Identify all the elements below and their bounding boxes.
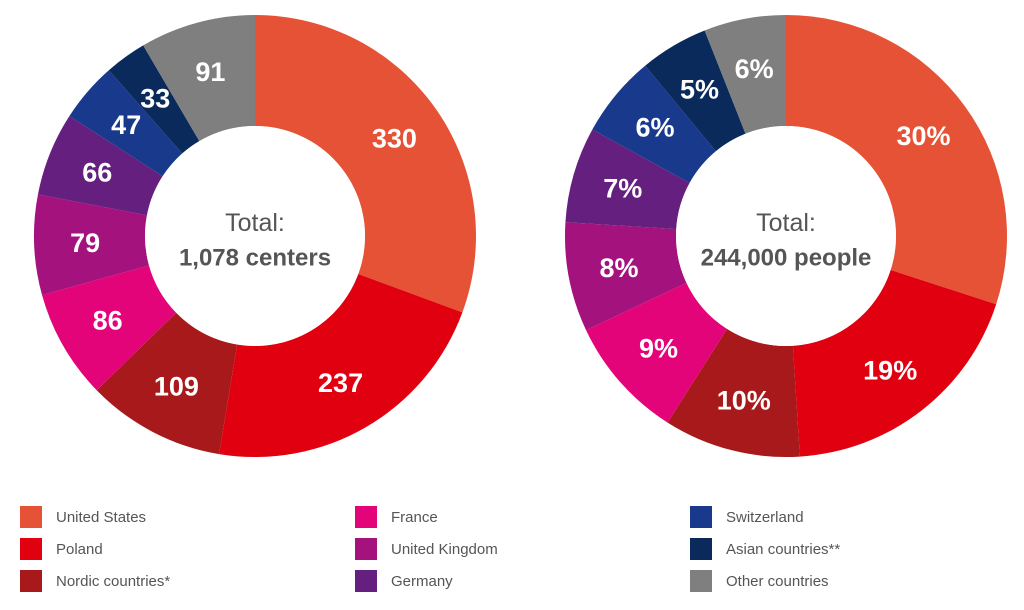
donut-center-hole xyxy=(676,126,896,346)
legend-item-nordic-countries: Nordic countries* xyxy=(20,569,170,593)
slice-value-label-germany: 7% xyxy=(603,174,642,204)
legend-label-germany: Germany xyxy=(391,572,453,590)
legend-item-germany: Germany xyxy=(355,569,453,593)
legend-swatch-france xyxy=(355,506,377,528)
legend-swatch-poland xyxy=(20,538,42,560)
center-total-title: Total: xyxy=(225,209,285,237)
donut-slice-switzerland xyxy=(69,70,183,177)
center-total-value: 244,000 people xyxy=(701,245,872,272)
center-total-title: Total: xyxy=(756,209,816,237)
donut-slice-other-countries xyxy=(704,15,786,134)
legend-swatch-switzerland xyxy=(690,506,712,528)
legend-item-switzerland: Switzerland xyxy=(690,505,804,529)
slice-value-label-united-states: 30% xyxy=(897,121,951,151)
slice-value-label-asian-countries: 5% xyxy=(680,75,719,105)
center-total-value: 1,078 centers xyxy=(179,245,331,272)
slice-value-label-switzerland: 47 xyxy=(111,110,141,140)
slice-value-label-asian-countries: 33 xyxy=(140,83,170,113)
slice-value-label-other-countries: 6% xyxy=(735,54,774,84)
legend-label-other-countries: Other countries xyxy=(726,572,829,590)
donut-slice-other-countries xyxy=(143,15,255,142)
legend-swatch-united-kingdom xyxy=(355,538,377,560)
donut-slice-united-kingdom xyxy=(33,194,150,296)
slice-value-label-united-states: 330 xyxy=(372,124,417,154)
legend-swatch-asian-countries xyxy=(690,538,712,560)
donut-slice-united-states xyxy=(786,15,1007,305)
legend-swatch-united-states xyxy=(20,506,42,528)
legend-label-switzerland: Switzerland xyxy=(726,508,804,526)
legend-item-poland: Poland xyxy=(20,537,103,561)
slice-value-label-united-kingdom: 79 xyxy=(70,228,100,258)
donut-slice-nordic-countries xyxy=(667,328,800,457)
slice-value-label-france: 9% xyxy=(639,333,678,363)
legend-item-france: France xyxy=(355,505,438,529)
donut-slice-poland xyxy=(219,273,463,457)
legend-swatch-nordic-countries xyxy=(20,570,42,592)
slice-value-label-germany: 66 xyxy=(82,158,112,188)
legend-label-poland: Poland xyxy=(56,540,103,558)
legend-label-united-kingdom: United Kingdom xyxy=(391,540,498,558)
legend-label-nordic-countries: Nordic countries* xyxy=(56,572,171,590)
donut-center-hole xyxy=(145,126,365,346)
legend-item-asian-countries: Asian countries** xyxy=(690,537,840,561)
legend-label-france: France xyxy=(391,508,438,526)
donut-slice-united-kingdom xyxy=(565,222,687,331)
slice-value-label-france: 86 xyxy=(93,306,123,336)
legend-label-united-states: United States xyxy=(56,508,147,526)
donut-slice-united-states xyxy=(255,15,477,313)
slice-value-label-poland: 237 xyxy=(318,368,363,398)
legend-item-united-states: United States xyxy=(20,505,146,529)
donut-slice-germany xyxy=(565,129,690,230)
slice-value-label-other-countries: 91 xyxy=(195,57,225,87)
slice-value-label-united-kingdom: 8% xyxy=(599,253,638,283)
slice-value-label-nordic-countries: 109 xyxy=(154,372,199,402)
donut-slice-switzerland xyxy=(592,65,716,184)
legend-label-asian-countries: Asian countries** xyxy=(726,540,841,558)
people-donut-chart: 30%19%10%9%8%7%6%5%6%Total:244,000 peopl… xyxy=(565,15,1007,457)
slice-value-label-nordic-countries: 10% xyxy=(717,386,771,416)
legend-swatch-germany xyxy=(355,570,377,592)
slice-value-label-switzerland: 6% xyxy=(635,113,674,143)
legend-item-united-kingdom: United Kingdom xyxy=(355,537,498,561)
donut-slice-france xyxy=(586,282,728,423)
donut-slice-poland xyxy=(792,269,997,457)
donut-slice-france xyxy=(42,265,177,391)
slice-value-label-poland: 19% xyxy=(863,355,917,385)
donut-slice-asian-countries xyxy=(645,30,746,152)
legend: United States Poland Nordic countries* F… xyxy=(0,500,1024,610)
donut-slice-asian-countries xyxy=(108,45,200,154)
donut-slice-germany xyxy=(37,115,163,216)
legend-swatch-other-countries xyxy=(690,570,712,592)
donut-slice-nordic-countries xyxy=(96,312,238,455)
legend-item-other-countries: Other countries xyxy=(690,569,829,593)
